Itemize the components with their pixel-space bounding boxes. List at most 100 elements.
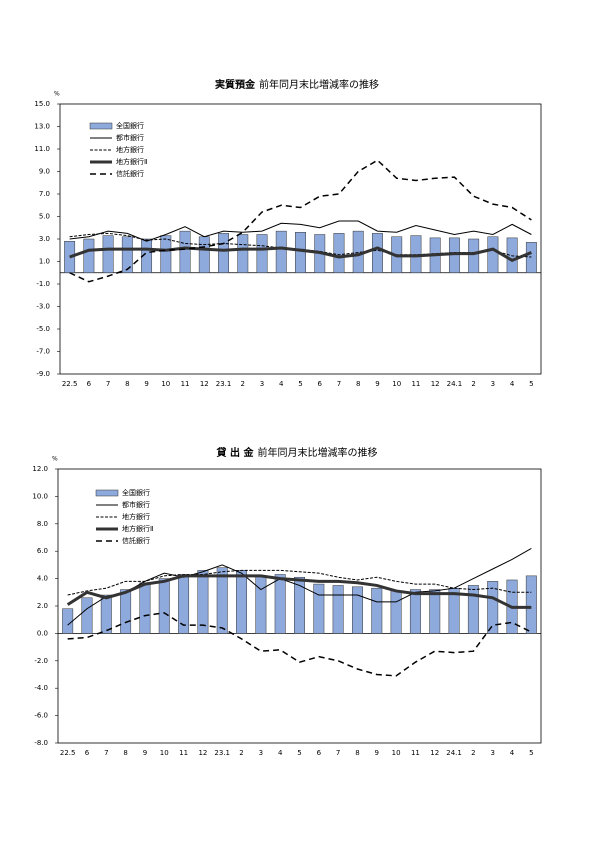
- legend-label: 地方銀行Ⅱ: [116, 157, 147, 166]
- bar: [197, 570, 209, 634]
- y-tick-label: 2.0: [37, 602, 48, 610]
- legend-swatch: [95, 489, 119, 497]
- bar: [390, 590, 402, 634]
- y-tick-label: 15.0: [34, 100, 50, 108]
- title-main: 実質預金: [215, 78, 256, 91]
- bar: [139, 582, 151, 634]
- x-tick-label: 9: [375, 749, 379, 757]
- title-main: 貸 出 金: [216, 446, 255, 459]
- bar: [218, 233, 229, 273]
- x-tick-label: 22.5: [62, 380, 78, 388]
- x-tick-label: 10: [392, 749, 401, 757]
- x-tick-label: 9: [375, 380, 379, 388]
- legend-label: 都市銀行: [116, 133, 144, 142]
- x-tick-label: 8: [123, 749, 127, 757]
- x-tick-label: 23.1: [214, 749, 230, 757]
- bar: [255, 575, 267, 634]
- y-tick-label: -1.0: [36, 280, 50, 288]
- y-tick-label: 8.0: [37, 520, 48, 528]
- bar: [141, 238, 153, 273]
- x-tick-label: 11: [179, 749, 188, 757]
- x-tick-label: 6: [318, 380, 323, 388]
- y-unit: %: [54, 91, 60, 98]
- x-tick-label: 2: [241, 380, 245, 388]
- legend-label: 信託銀行: [116, 169, 144, 178]
- chart-title: 貸 出 金前年同月末比増減率の推移: [216, 446, 378, 459]
- x-tick-label: 6: [85, 749, 90, 757]
- y-tick-label: 9.0: [39, 168, 50, 176]
- bar: [333, 233, 345, 273]
- bar: [351, 586, 363, 634]
- legend-label: 都市銀行: [122, 500, 150, 509]
- series-line: [67, 569, 532, 596]
- x-tick-label: 5: [529, 749, 533, 757]
- x-tick-label: 7: [337, 380, 341, 388]
- x-tick-label: 7: [106, 380, 110, 388]
- bar: [313, 583, 325, 634]
- x-tick-label: 4: [279, 380, 284, 388]
- x-tick-label: 5: [298, 380, 302, 388]
- bar: [216, 567, 228, 634]
- y-tick-label: 3.0: [39, 235, 50, 243]
- x-tick-label: 3: [491, 380, 495, 388]
- x-tick-label: 8: [355, 749, 359, 757]
- y-tick-label: 4.0: [37, 575, 48, 583]
- bar: [429, 589, 441, 634]
- bar: [487, 581, 499, 634]
- legend-label: 全国銀行: [116, 121, 144, 130]
- y-tick-label: -5.0: [36, 325, 50, 333]
- x-tick-label: 23.1: [216, 380, 232, 388]
- x-tick-label: 4: [278, 749, 283, 757]
- bar: [160, 235, 172, 273]
- bar: [525, 242, 537, 273]
- x-tick-label: 7: [104, 749, 108, 757]
- y-tick-label: 11.0: [34, 145, 50, 153]
- bar: [120, 589, 132, 634]
- y-tick-label: -8.0: [34, 739, 48, 747]
- x-tick-label: 10: [161, 380, 170, 388]
- x-tick-label: 2: [239, 749, 243, 757]
- x-tick-label: 10: [160, 749, 169, 757]
- bar: [372, 233, 383, 273]
- x-tick-label: 2: [471, 380, 475, 388]
- x-tick-label: 12: [430, 749, 439, 757]
- x-tick-label: 3: [259, 749, 263, 757]
- x-tick-label: 10: [392, 380, 401, 388]
- bar: [409, 589, 421, 634]
- x-tick-label: 5: [297, 749, 301, 757]
- x-tick-label: 5: [529, 380, 533, 388]
- bar: [121, 236, 133, 273]
- x-tick-label: 11: [181, 380, 190, 388]
- y-unit: %: [52, 456, 58, 463]
- y-tick-label: -4.0: [34, 684, 48, 692]
- bar: [295, 232, 306, 273]
- x-tick-label: 11: [411, 380, 420, 388]
- bar: [294, 576, 305, 634]
- x-tick-label: 12: [198, 749, 207, 757]
- y-tick-label: 10.0: [32, 492, 48, 500]
- y-tick-label: -7.0: [36, 348, 50, 356]
- y-tick-label: 7.0: [39, 190, 50, 198]
- y-tick-label: 5.0: [39, 213, 50, 221]
- legend-label: 地方銀行: [122, 512, 150, 521]
- x-tick-label: 4: [510, 749, 515, 757]
- legend-label: 地方銀行: [116, 145, 144, 154]
- x-tick-label: 12: [200, 380, 209, 388]
- bar: [100, 594, 112, 634]
- x-tick-label: 8: [125, 380, 129, 388]
- chart-title: 実質預金 前年同月末比増減率の推移: [215, 78, 379, 91]
- x-tick-label: 11: [411, 749, 420, 757]
- x-tick-label: 6: [87, 380, 92, 388]
- y-tick-label: -9.0: [36, 370, 50, 378]
- title-sub: 前年同月末比増減率の推移: [257, 446, 377, 459]
- legend-label: 地方銀行Ⅱ: [122, 524, 153, 533]
- bar: [467, 585, 479, 634]
- bar: [158, 578, 170, 634]
- x-tick-label: 8: [356, 380, 360, 388]
- bar: [256, 234, 268, 273]
- legend-label: 信託銀行: [122, 536, 150, 545]
- bar: [487, 236, 499, 273]
- bar: [236, 570, 248, 634]
- bar: [275, 230, 287, 273]
- y-tick-label: -6.0: [34, 712, 48, 720]
